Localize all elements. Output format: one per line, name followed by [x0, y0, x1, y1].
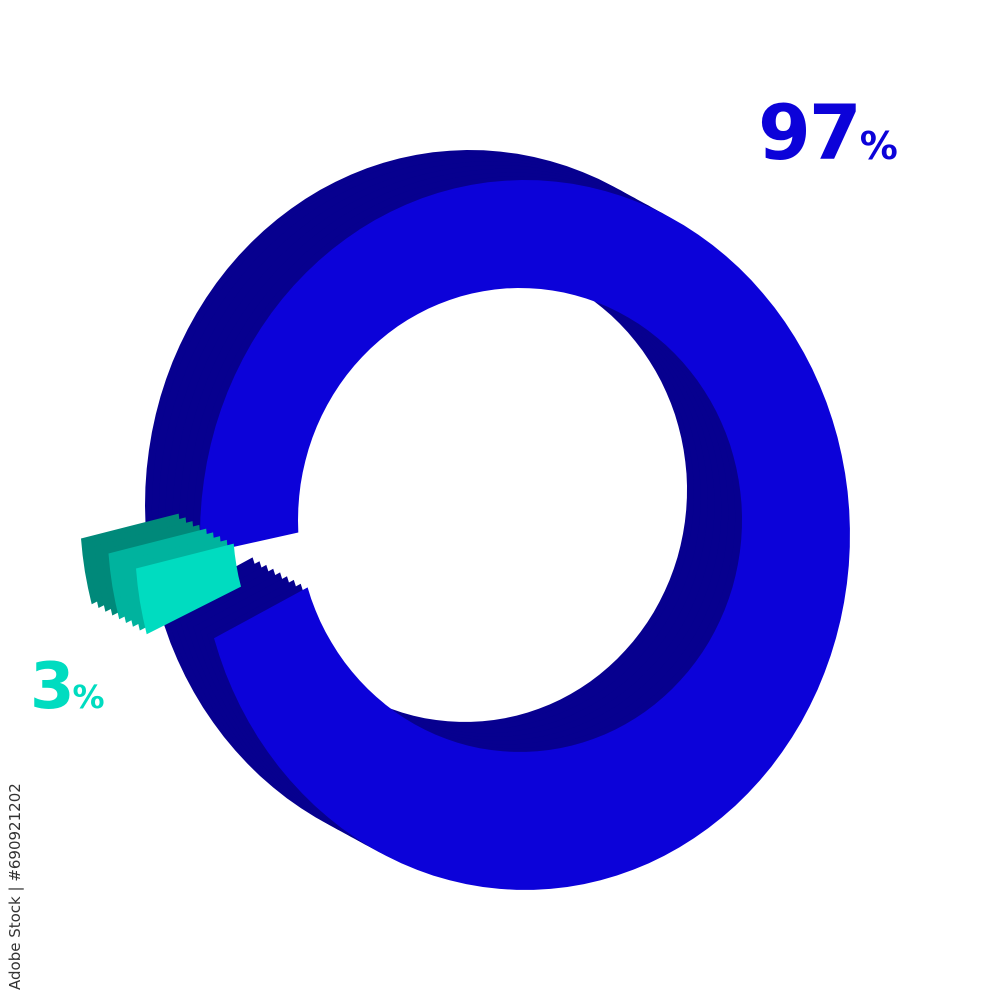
label-3-number: 3	[30, 650, 75, 724]
slice-3-front	[136, 543, 241, 635]
stock-credit: Adobe Stock | #690921202	[6, 783, 24, 990]
label-97-unit: %	[859, 124, 898, 168]
slice-97-front	[200, 180, 850, 890]
label-3-unit: %	[72, 678, 105, 716]
label-97: 97%	[758, 88, 898, 177]
label-97-number: 97	[758, 88, 862, 177]
label-3: 3%	[30, 650, 105, 724]
